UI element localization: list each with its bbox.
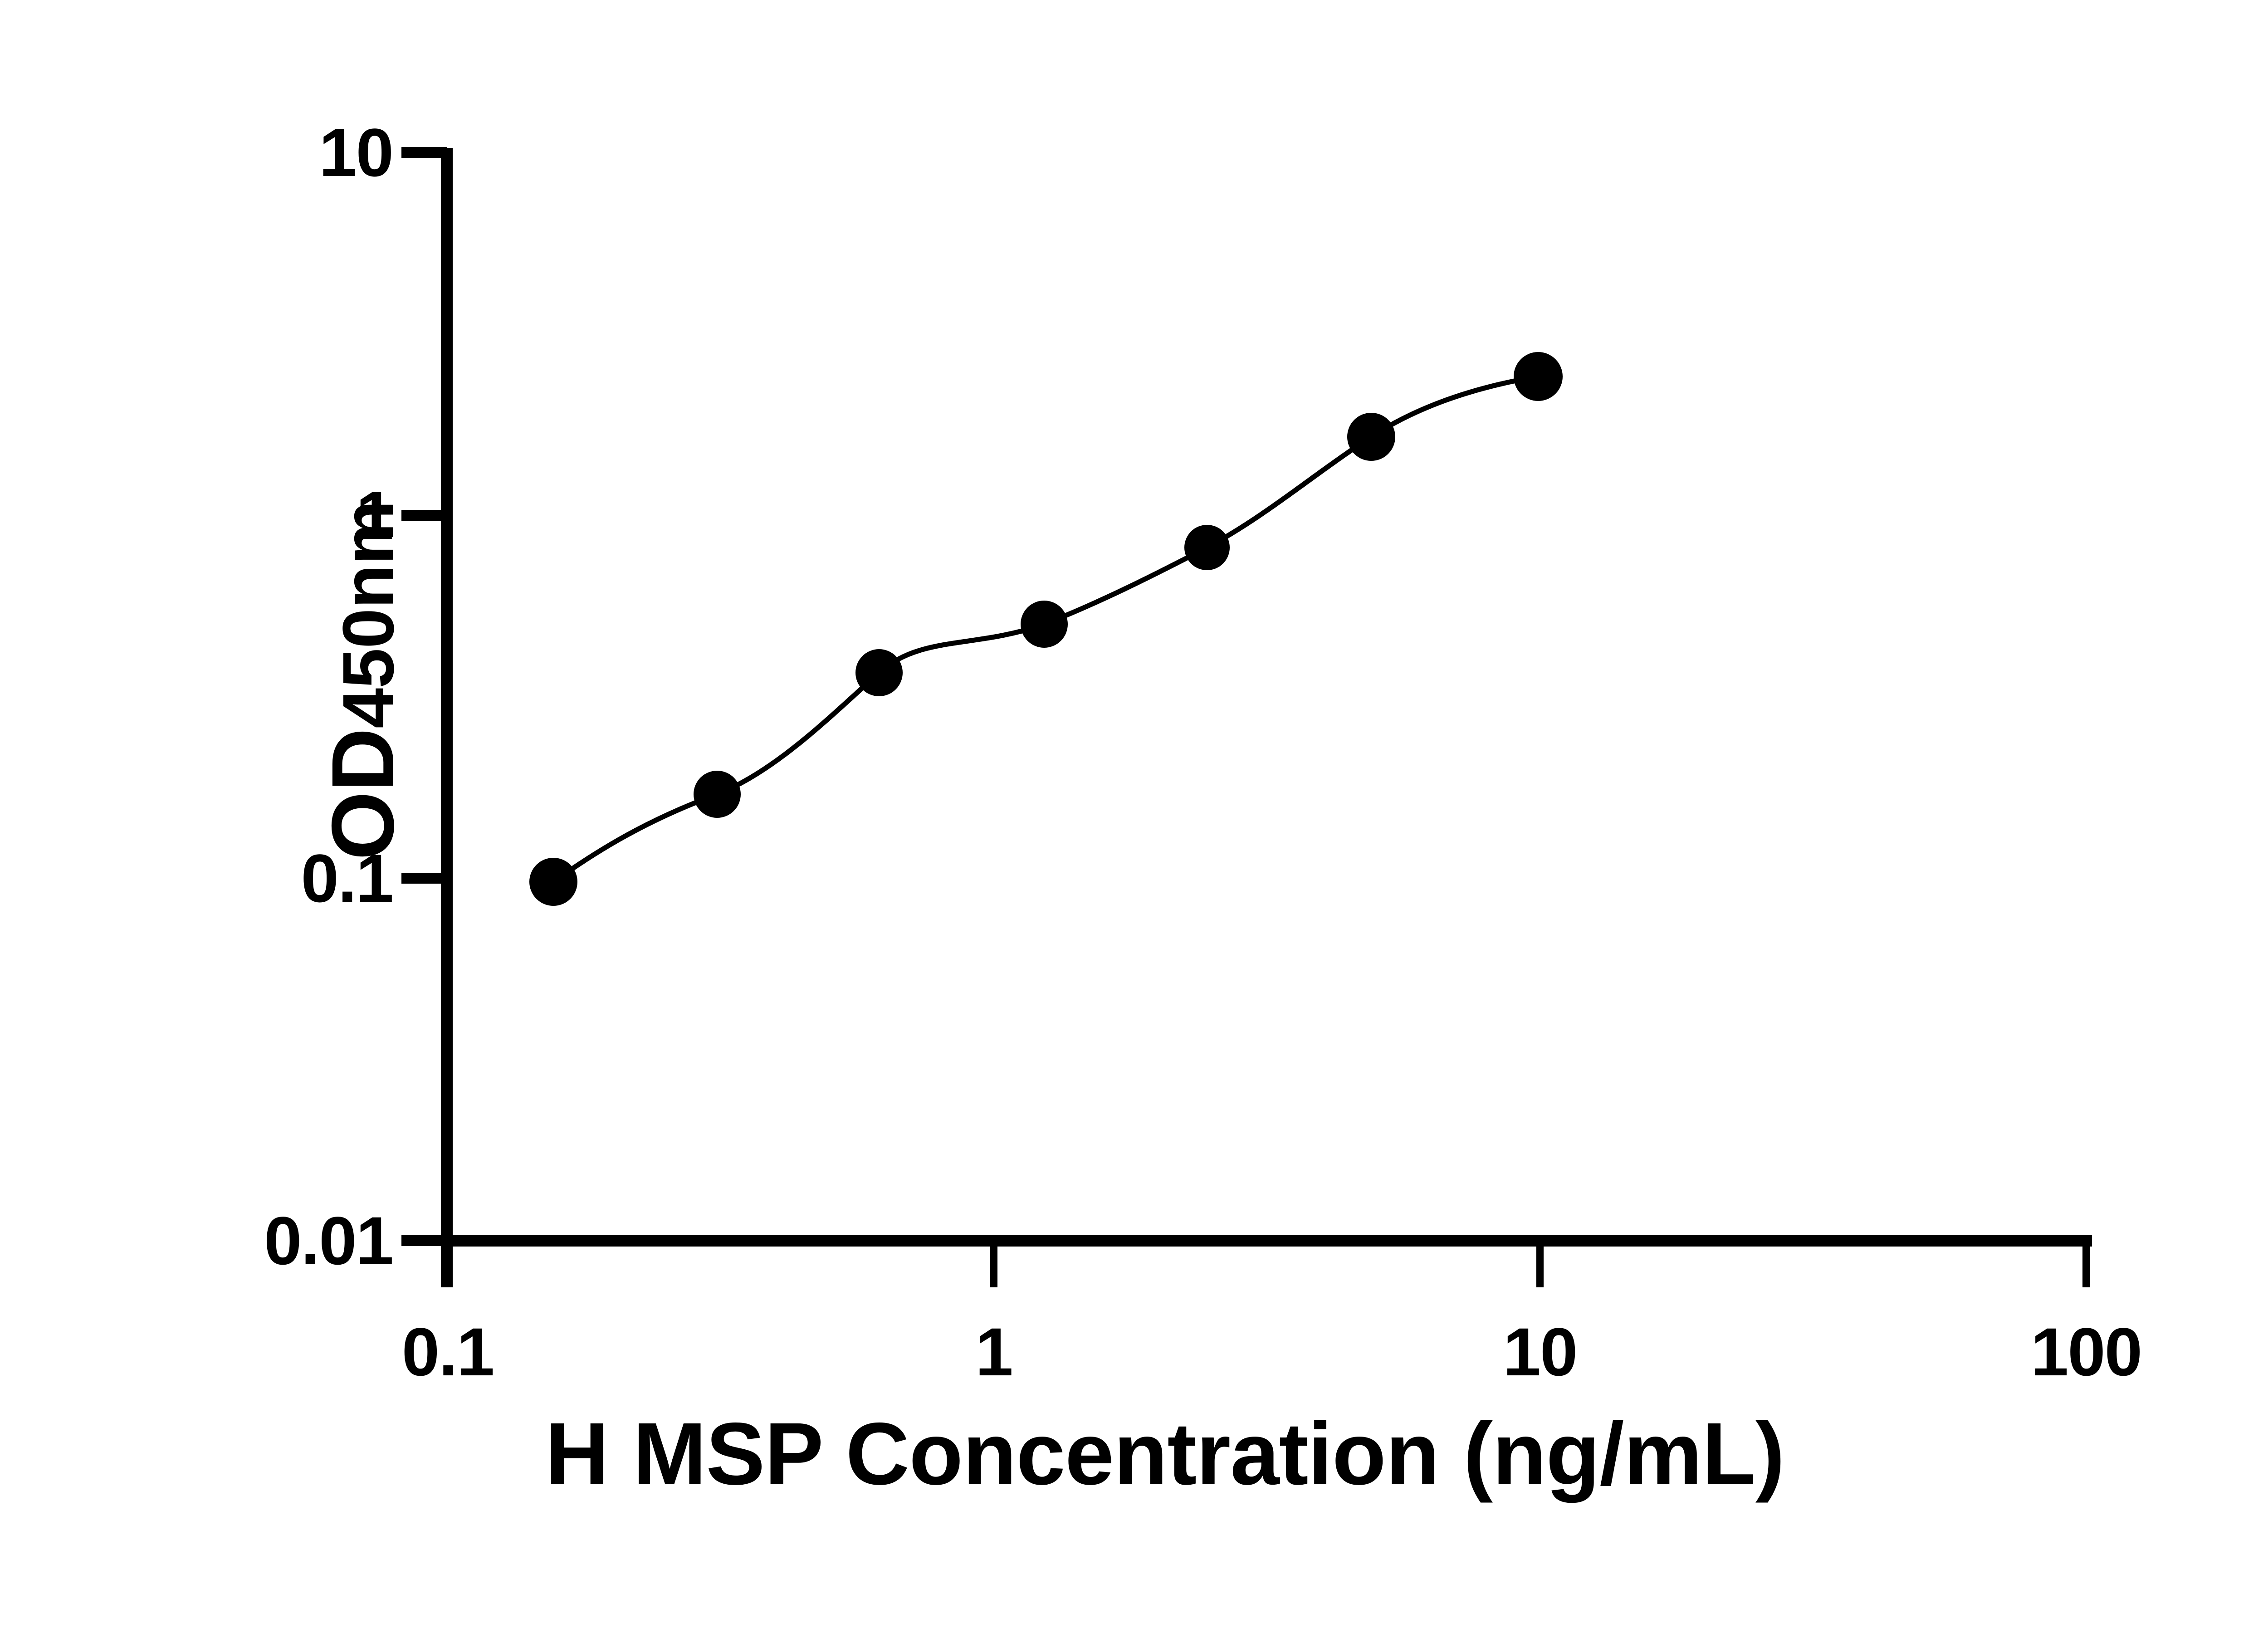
- data-point: [1021, 601, 1068, 648]
- x-tick-label-100: 100: [2030, 1314, 2142, 1390]
- x-tick-label-10: 10: [1503, 1314, 1578, 1390]
- y-axis-title: OD450nm: [313, 363, 437, 998]
- data-point: [1514, 352, 1563, 401]
- y-tick-label-10: 10: [319, 114, 394, 191]
- data-point: [529, 858, 577, 906]
- y-axis-title-main: OD: [313, 728, 412, 861]
- y-axis-ticks: [401, 147, 447, 1246]
- data-point: [1347, 413, 1395, 461]
- y-tick-label-0-1: 0.1: [301, 840, 394, 916]
- data-point: [1184, 525, 1230, 570]
- y-tick-label-0-01: 0.01: [264, 1203, 394, 1279]
- x-axis-title: H MSP Concentration (ng/mL): [545, 1404, 1785, 1503]
- x-tick-label-0-1: 0.1: [401, 1314, 495, 1390]
- data-point: [694, 771, 741, 818]
- x-tick-label-1: 1: [975, 1314, 1013, 1390]
- data-point-markers: [529, 352, 1563, 906]
- y-axis-title-sub: 450nm: [327, 500, 409, 728]
- y-tick-label-1: 1: [356, 477, 394, 553]
- data-point: [855, 649, 903, 696]
- x-axis-ticks: [444, 1247, 2090, 1287]
